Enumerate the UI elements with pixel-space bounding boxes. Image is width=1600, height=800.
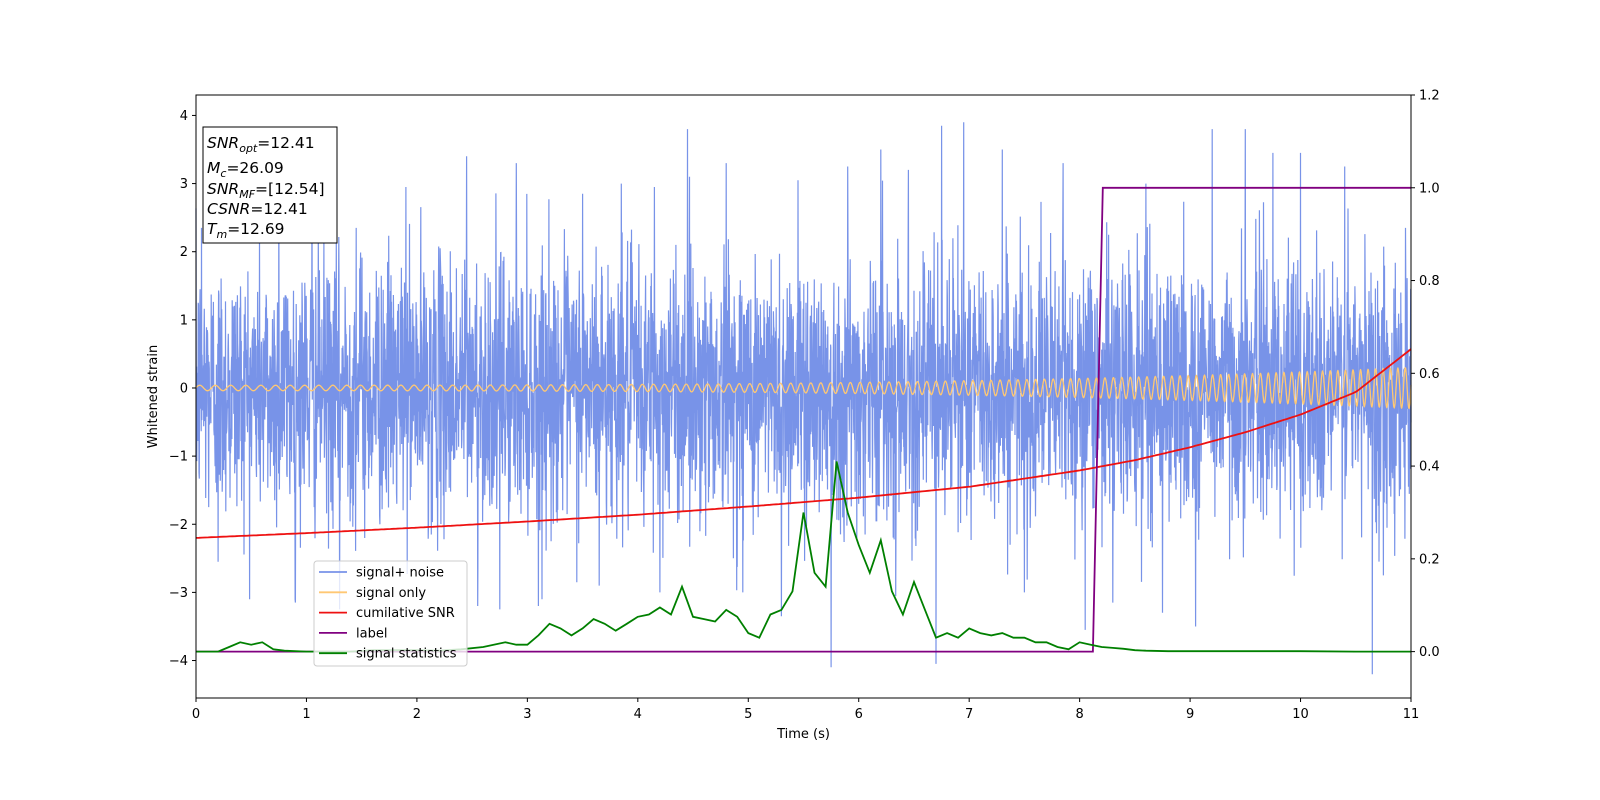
y-tick-label: 1 (180, 313, 188, 328)
y-axis-label: Whitened strain (146, 345, 161, 448)
x-tick-label: 7 (965, 707, 973, 722)
stats-line: Mc=26.09 (207, 159, 284, 180)
legend-label: signal statistics (356, 647, 457, 662)
x-tick-label: 4 (634, 707, 642, 722)
legend-label: signal only (356, 586, 426, 601)
y-tick-label: −2 (169, 518, 188, 533)
y2-tick-label: 1.0 (1419, 181, 1440, 196)
y2-axis-ticks: 1.2 1.0 0.8 0.6 0.4 0.2 0.0 (1411, 89, 1440, 660)
legend-label: cumilative SNR (356, 606, 455, 621)
y2-tick-label: 0.8 (1419, 274, 1440, 289)
stats-line: SNRopt=12.41 (207, 134, 315, 155)
y2-tick-label: 0.2 (1419, 552, 1440, 567)
stats-line: Tm=12.69 (207, 220, 285, 241)
y-tick-label: −4 (169, 654, 188, 669)
stats-box-frame (202, 126, 338, 244)
y-axis-ticks: 4 3 2 1 0 −1 −2 −3 −4 (169, 109, 196, 669)
y-tick-label: −1 (169, 450, 188, 465)
x-tick-label: 8 (1075, 707, 1083, 722)
x-tick-label: 0 (192, 707, 200, 722)
legend: signal+ noise signal only cumilative SNR la… (313, 560, 468, 667)
legend-frame (313, 560, 468, 667)
y2-tick-label: 0.0 (1419, 645, 1440, 660)
plot-frame (195, 94, 1412, 699)
x-axis-label: Time (s) (776, 727, 830, 742)
legend-label: signal+ noise (356, 566, 444, 581)
y-tick-label: 2 (180, 245, 188, 260)
y-tick-label: −3 (169, 586, 188, 601)
y2-tick-label: 0.6 (1419, 367, 1440, 382)
y2-tick-label: 1.2 (1419, 89, 1440, 104)
series-signal-only (195, 366, 1412, 410)
x-tick-label: 2 (413, 707, 421, 722)
stats-annotation-box: SNRopt=12.41 Mc=26.09SNRMF=[12.54]CSNR=12… (202, 126, 338, 244)
stats-line: CSNR=12.41 (207, 200, 308, 218)
x-tick-label: 6 (855, 707, 863, 722)
y-tick-label: 3 (180, 177, 188, 192)
x-tick-label: 11 (1403, 707, 1420, 722)
x-tick-label: 10 (1292, 707, 1309, 722)
label-line (196, 186, 1411, 653)
y-tick-label: 0 (180, 381, 188, 396)
y2-tick-label: 0.4 (1419, 460, 1440, 475)
legend-label: label (356, 626, 387, 641)
y-tick-label: 4 (180, 109, 188, 124)
signal-only-line (195, 366, 1412, 410)
x-axis-ticks: 0 1 2 3 4 5 6 7 8 9 10 11 (192, 698, 1419, 722)
x-tick-label: 1 (302, 707, 310, 722)
series-cumulative-snr (195, 348, 1412, 539)
stats-line: SNRMF=[12.54] (207, 180, 325, 201)
cumulative-snr-line (195, 348, 1412, 539)
x-tick-label: 9 (1186, 707, 1194, 722)
x-tick-label: 5 (744, 707, 752, 722)
x-tick-label: 3 (523, 707, 531, 722)
series-label (196, 186, 1411, 653)
